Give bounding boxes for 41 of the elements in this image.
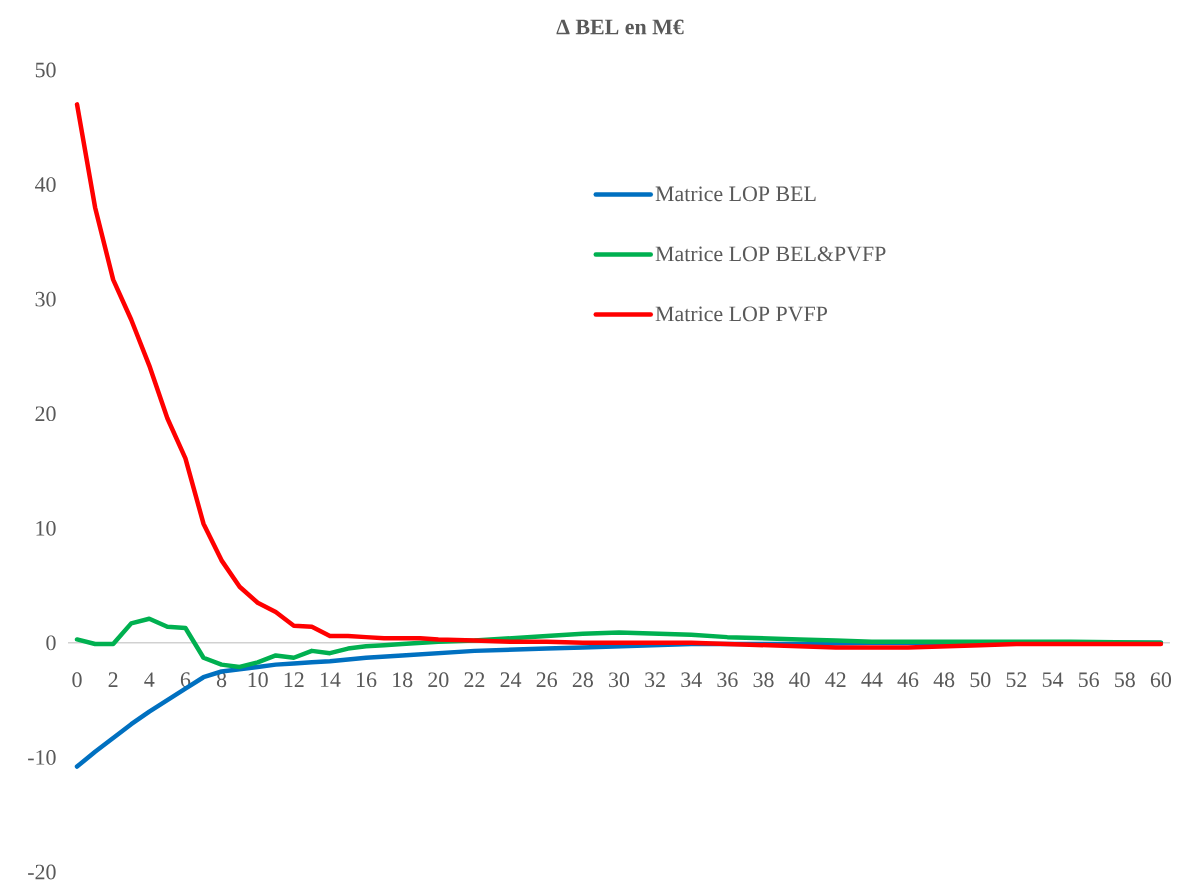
x-tick-label: 2 — [108, 672, 118, 687]
x-tick-label: 22 — [464, 672, 485, 687]
x-tick-label: 0 — [72, 672, 82, 688]
y-tick-label: 50 — [35, 62, 56, 78]
x-tick-label: 56 — [1078, 672, 1099, 688]
x-tick-label: 30 — [609, 672, 630, 688]
x-tick-label: 34 — [681, 672, 702, 688]
x-tick-label: 32 — [645, 672, 665, 688]
x-tick-label: 14 — [320, 672, 341, 687]
x-tick-label: 46 — [897, 672, 919, 688]
x-tick-label: 52 — [1006, 672, 1027, 688]
y-tick-label: 40 — [34, 177, 56, 192]
x-tick-label: 58 — [1115, 672, 1135, 688]
x-tick-label: 10 — [248, 672, 268, 688]
x-tick-label: 42 — [825, 672, 846, 687]
legend-label: Matrice LOP PVFP — [655, 306, 828, 322]
x-tick-label: 48 — [933, 672, 955, 688]
x-tick-label: 4 — [144, 672, 155, 687]
y-tick-label: 30 — [35, 291, 56, 307]
y-tick-label: 20 — [35, 406, 56, 422]
x-tick-label: 12 — [284, 672, 304, 687]
x-tick-label: 20 — [428, 672, 449, 688]
x-tick-label: 36 — [717, 672, 738, 688]
y-tick-label: 0 — [46, 635, 56, 651]
chart-title: Δ BEL en M€ — [556, 19, 684, 35]
x-tick-label: 26 — [536, 672, 558, 688]
y-tick-label: -10 — [28, 750, 56, 765]
x-tick-label: 50 — [970, 672, 991, 688]
x-tick-label: 24 — [500, 672, 522, 687]
x-tick-label: 40 — [789, 672, 810, 688]
x-tick-label: 44 — [861, 672, 883, 687]
legend-label: Matrice LOP BEL&PVFP — [655, 246, 886, 262]
y-tick-label: 10 — [36, 520, 56, 536]
x-tick-label: 60 — [1150, 672, 1172, 688]
y-tick-label: -20 — [28, 864, 56, 880]
legend-label: Matrice LOP BEL — [655, 186, 816, 202]
x-tick-label: 28 — [572, 672, 593, 688]
x-tick-label: 54 — [1042, 672, 1064, 688]
x-tick-label: 38 — [753, 672, 774, 688]
x-tick-label: 18 — [393, 672, 413, 688]
x-tick-label: 16 — [357, 672, 377, 688]
